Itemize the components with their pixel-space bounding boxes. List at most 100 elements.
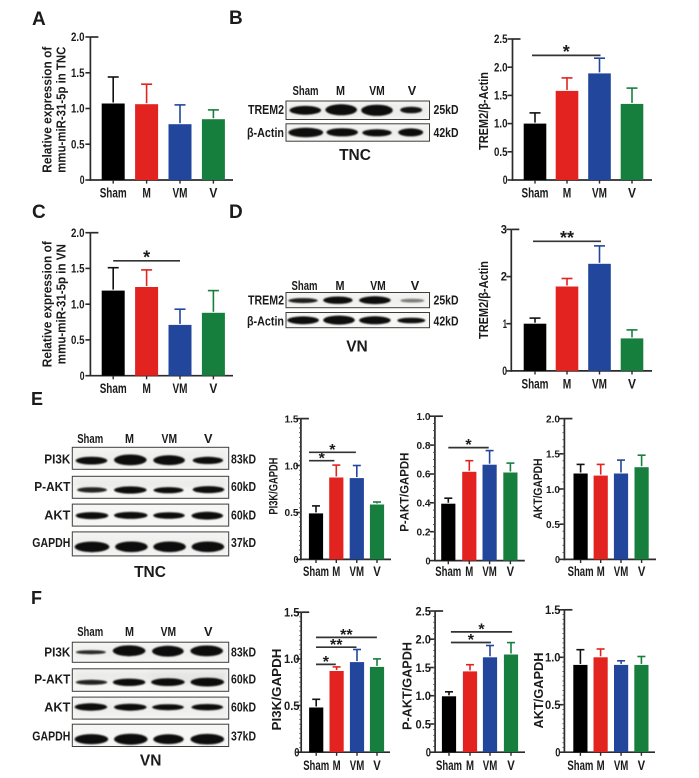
svg-text:β-Actin: β-Actin: [247, 125, 284, 140]
svg-text:0: 0: [502, 366, 507, 378]
svg-text:*: *: [323, 654, 330, 671]
svg-text:0.8: 0.8: [417, 440, 431, 452]
svg-text:VM: VM: [592, 186, 607, 201]
svg-text:42kD: 42kD: [434, 314, 459, 329]
svg-text:1.5: 1.5: [416, 661, 432, 675]
svg-text:VM: VM: [161, 624, 177, 639]
svg-text:Sham: Sham: [435, 564, 461, 579]
svg-text:1.0: 1.0: [417, 411, 431, 423]
svg-text:V: V: [507, 758, 515, 773]
svg-text:83kD: 83kD: [231, 451, 256, 466]
svg-text:F: F: [31, 588, 42, 608]
svg-text:0.2: 0.2: [417, 527, 431, 539]
svg-text:0.5: 0.5: [546, 519, 560, 531]
svg-text:TNC: TNC: [339, 147, 371, 164]
svg-text:0.5: 0.5: [494, 147, 508, 159]
svg-text:0.5: 0.5: [71, 335, 85, 347]
svg-text:1: 1: [503, 319, 508, 331]
svg-text:25kD: 25kD: [434, 293, 459, 308]
svg-text:V: V: [204, 624, 213, 639]
svg-text:25kD: 25kD: [434, 102, 459, 117]
svg-text:E: E: [31, 389, 43, 409]
svg-text:Sham: Sham: [293, 83, 319, 98]
svg-text:0.5: 0.5: [545, 698, 561, 712]
svg-text:Sham: Sham: [77, 431, 103, 446]
svg-text:0: 0: [80, 371, 85, 383]
svg-text:PI3K/GAPDH: PI3K/GAPDH: [270, 649, 284, 731]
svg-text:V: V: [411, 278, 420, 293]
svg-text:GAPDH: GAPDH: [32, 535, 70, 550]
svg-text:1.5: 1.5: [546, 449, 560, 461]
svg-text:M: M: [597, 564, 605, 579]
svg-text:M: M: [466, 758, 474, 773]
svg-text:P-AKT/GAPDH: P-AKT/GAPDH: [399, 453, 411, 532]
svg-text:TREM2: TREM2: [248, 102, 284, 117]
svg-text:AKT: AKT: [44, 699, 70, 714]
svg-text:VM: VM: [592, 376, 607, 391]
svg-text:1.5: 1.5: [71, 264, 85, 276]
svg-text:mmu-miR-31-5p in TNC: mmu-miR-31-5p in TNC: [54, 46, 69, 173]
svg-text:GAPDH: GAPDH: [32, 728, 70, 743]
svg-text:0.4: 0.4: [417, 498, 431, 510]
svg-text:VM: VM: [370, 278, 386, 293]
svg-text:1.0: 1.0: [546, 484, 560, 496]
svg-text:1.5: 1.5: [284, 606, 300, 620]
svg-text:Sham: Sham: [568, 564, 594, 579]
svg-text:V: V: [507, 564, 515, 579]
svg-text:**: **: [330, 637, 343, 654]
svg-text:*: *: [143, 247, 150, 267]
svg-text:V: V: [373, 564, 381, 579]
svg-text:M: M: [563, 186, 572, 201]
svg-text:VM: VM: [482, 564, 497, 579]
svg-text:AKT/GAPDH: AKT/GAPDH: [532, 653, 546, 729]
svg-text:VM: VM: [162, 431, 178, 446]
svg-text:0.5: 0.5: [71, 139, 85, 151]
svg-text:Sham: Sham: [100, 186, 127, 201]
svg-text:2: 2: [501, 272, 507, 284]
svg-text:M: M: [333, 758, 341, 773]
svg-text:0: 0: [503, 175, 508, 187]
svg-text:1.5: 1.5: [71, 68, 85, 80]
svg-text:TREM2/β-Actin: TREM2/β-Actin: [477, 72, 491, 150]
svg-text:M: M: [332, 564, 340, 579]
svg-text:*: *: [563, 42, 570, 62]
svg-text:M: M: [563, 376, 572, 391]
svg-text:β-Actin: β-Actin: [247, 314, 284, 329]
svg-text:60kD: 60kD: [231, 699, 256, 714]
svg-text:2.0: 2.0: [71, 228, 85, 240]
svg-text:1.0: 1.0: [71, 299, 85, 311]
svg-text:VM: VM: [483, 758, 498, 773]
svg-text:37kD: 37kD: [231, 535, 256, 550]
svg-text:2.0: 2.0: [494, 62, 508, 74]
svg-text:0: 0: [426, 746, 431, 760]
svg-text:PI3K: PI3K: [44, 644, 71, 659]
svg-text:2.0: 2.0: [71, 32, 85, 44]
svg-text:0: 0: [294, 554, 299, 566]
svg-text:Sham: Sham: [292, 278, 318, 293]
svg-text:VM: VM: [614, 564, 629, 579]
svg-text:VM: VM: [350, 564, 365, 579]
svg-text:V: V: [209, 381, 217, 396]
svg-text:1.0: 1.0: [71, 104, 85, 116]
svg-text:M: M: [336, 83, 345, 98]
svg-text:1.0: 1.0: [494, 119, 508, 131]
svg-text:0: 0: [80, 175, 85, 187]
svg-text:1.5: 1.5: [285, 413, 299, 425]
svg-text:60kD: 60kD: [231, 479, 256, 494]
svg-text:B: B: [229, 8, 243, 29]
svg-text:VM: VM: [173, 381, 188, 396]
svg-text:P-AKT: P-AKT: [34, 672, 70, 687]
svg-text:V: V: [628, 186, 636, 201]
svg-text:Sham: Sham: [100, 381, 127, 396]
svg-text:42kD: 42kD: [434, 125, 459, 140]
svg-text:V: V: [204, 431, 213, 446]
svg-text:PI3K: PI3K: [44, 451, 71, 466]
svg-text:V: V: [408, 83, 417, 98]
svg-text:AKT: AKT: [44, 507, 70, 522]
svg-text:1.0: 1.0: [416, 689, 432, 703]
svg-text:2.5: 2.5: [416, 604, 432, 618]
svg-text:M: M: [125, 431, 134, 446]
svg-text:**: **: [340, 627, 353, 644]
svg-text:0.5: 0.5: [285, 507, 299, 519]
svg-text:D: D: [229, 202, 243, 223]
